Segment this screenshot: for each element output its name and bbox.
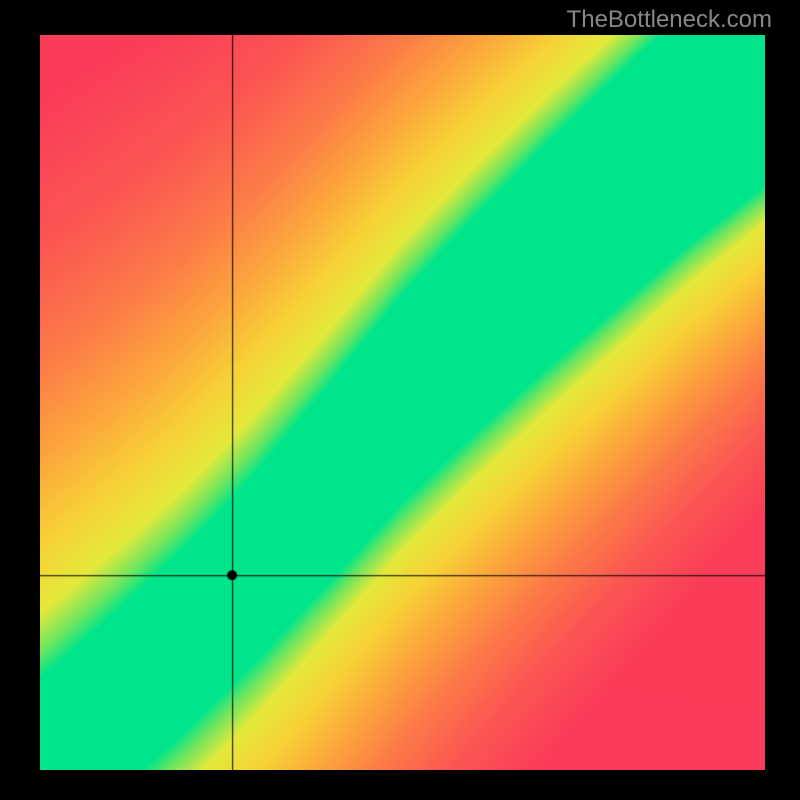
bottleneck-heatmap — [40, 35, 765, 770]
watermark-text: TheBottleneck.com — [567, 6, 772, 34]
chart-container: TheBottleneck.com — [0, 0, 800, 800]
